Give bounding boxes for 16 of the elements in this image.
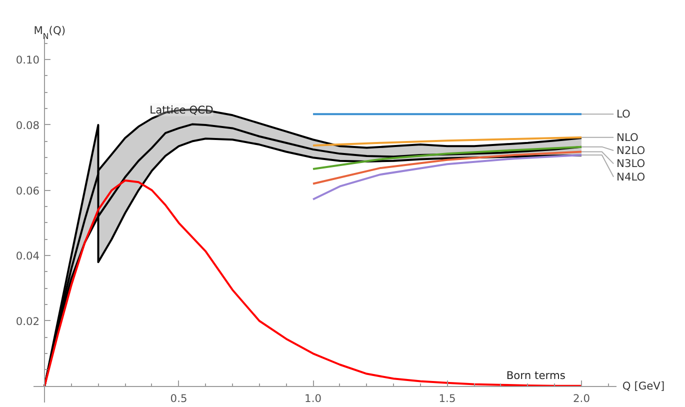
text: N4LO xyxy=(616,170,646,184)
text: N3LO xyxy=(616,157,646,170)
x-tick-label: 2.0 xyxy=(573,392,590,406)
x-tick-label: 1.0 xyxy=(304,392,322,406)
x-tick-label: 1.5 xyxy=(438,392,456,406)
text: LO xyxy=(616,108,630,121)
x-axis-title: Q [GeV] xyxy=(622,380,665,393)
y-tick-label: 0.10 xyxy=(16,54,40,67)
text: N2LO xyxy=(616,144,646,158)
y-tick-label: 0.02 xyxy=(16,314,40,328)
y-tick-label: 0.08 xyxy=(16,118,40,132)
text: NLO xyxy=(616,130,638,144)
y-tick-label: 0.04 xyxy=(16,250,40,263)
x-tick-label: 0.5 xyxy=(170,392,188,406)
annotation: Born terms xyxy=(506,368,566,382)
y-tick-label: 0.06 xyxy=(16,184,40,198)
